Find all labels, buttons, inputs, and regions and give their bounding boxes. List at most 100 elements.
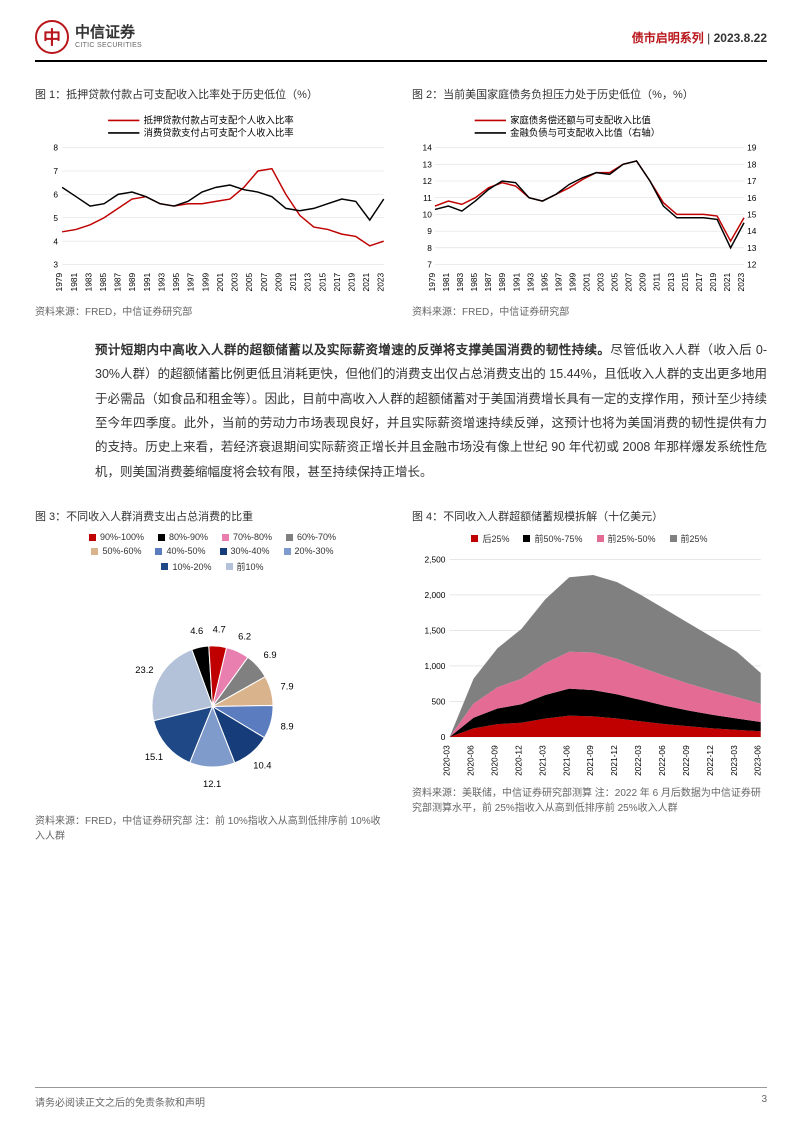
header-date: 2023.8.22 (714, 31, 767, 45)
svg-text:2005: 2005 (244, 273, 254, 292)
svg-text:1987: 1987 (113, 273, 123, 292)
header-right: 债市启明系列 | 2023.8.22 (632, 29, 767, 46)
svg-text:12: 12 (747, 260, 757, 270)
svg-text:2011: 2011 (652, 273, 662, 291)
svg-text:2020-06: 2020-06 (466, 745, 476, 776)
chart2-title: 图 2：当前美国家庭债务负担压力处于历史低位（%，%） (412, 86, 767, 102)
svg-text:1979: 1979 (54, 273, 64, 292)
svg-text:4.7: 4.7 (213, 624, 226, 635)
svg-text:6.2: 6.2 (238, 631, 251, 642)
chart1-canvas: 抵押贷款付款占可支配个人收入比率消费贷款支付占可支配个人收入比率34567819… (35, 110, 390, 298)
svg-text:23.2: 23.2 (135, 664, 153, 675)
svg-text:2022-12: 2022-12 (705, 745, 715, 776)
svg-text:1997: 1997 (186, 273, 196, 292)
svg-text:11: 11 (423, 193, 432, 203)
svg-text:18: 18 (747, 159, 757, 169)
svg-text:2007: 2007 (259, 273, 269, 292)
body-plain: 尽管低收入人群（收入后 0-30%人群）的超额储蓄比例更低且消耗更快，但他们的消… (95, 343, 767, 479)
svg-text:4: 4 (53, 236, 58, 246)
svg-text:2001: 2001 (215, 273, 225, 292)
page: 中 中信证券 CITIC SECURITIES 债市启明系列 | 2023.8.… (0, 0, 802, 1133)
svg-text:9: 9 (427, 226, 432, 236)
svg-text:1979: 1979 (427, 273, 437, 292)
chart1-source: 资料来源：FRED，中信证券研究部 (35, 305, 390, 320)
chart4-canvas: 05001,0001,5002,0002,5002020-032020-0620… (412, 549, 767, 779)
logo-mark-icon: 中 (35, 20, 69, 54)
svg-text:2009: 2009 (273, 273, 283, 292)
svg-text:金融负债与可支配收入比值（右轴）: 金融负债与可支配收入比值（右轴） (510, 127, 660, 138)
svg-text:2017: 2017 (332, 273, 342, 292)
svg-text:12.1: 12.1 (203, 778, 221, 789)
svg-text:6.9: 6.9 (264, 649, 277, 660)
svg-text:2003: 2003 (596, 273, 606, 292)
svg-text:3: 3 (53, 260, 58, 270)
chart2-source: 资料来源：FRED，中信证券研究部 (412, 305, 767, 320)
chart4-source: 资料来源：美联储，中信证券研究部测算 注：2022 年 6 月后数据为中信证券研… (412, 786, 767, 816)
svg-text:1981: 1981 (441, 273, 451, 292)
svg-text:2023-06: 2023-06 (753, 745, 763, 776)
svg-text:12: 12 (423, 176, 433, 186)
svg-text:2001: 2001 (582, 273, 592, 292)
svg-text:2009: 2009 (638, 273, 648, 292)
svg-text:1991: 1991 (511, 273, 521, 292)
svg-text:1993: 1993 (525, 273, 535, 292)
svg-text:6: 6 (53, 189, 58, 199)
footer: 请务必阅读正文之后的免责条款和声明 3 (35, 1087, 767, 1109)
svg-text:抵押贷款付款占可支配个人收入比率: 抵押贷款付款占可支配个人收入比率 (144, 115, 294, 126)
svg-text:2021-12: 2021-12 (609, 745, 619, 776)
svg-text:消费贷款支付占可支配个人收入比率: 消费贷款支付占可支配个人收入比率 (144, 127, 294, 138)
chart1-title: 图 1：抵押贷款付款占可支配收入比率处于历史低位（%） (35, 86, 390, 102)
svg-text:500: 500 (431, 697, 445, 707)
svg-text:家庭债务偿还额与可支配收入比值: 家庭债务偿还额与可支配收入比值 (510, 115, 651, 126)
svg-text:2013: 2013 (666, 273, 676, 292)
svg-text:2017: 2017 (694, 273, 704, 292)
chart2-canvas: 家庭债务偿还额与可支配收入比值金融负债与可支配收入比值（右轴）789101112… (412, 110, 767, 298)
svg-text:10: 10 (423, 210, 433, 220)
chart3-legend: 90%-100%80%-90%70%-80%60%-70%50%-60%40%-… (35, 532, 390, 573)
svg-text:2021: 2021 (722, 273, 732, 292)
chart1-box: 图 1：抵押贷款付款占可支配收入比率处于历史低位（%） 抵押贷款付款占可支配个人… (35, 86, 390, 320)
svg-text:1985: 1985 (469, 273, 479, 292)
header: 中 中信证券 CITIC SECURITIES 债市启明系列 | 2023.8.… (35, 20, 767, 62)
svg-text:19: 19 (747, 143, 757, 153)
svg-text:1,500: 1,500 (425, 626, 446, 636)
svg-text:5: 5 (53, 213, 58, 223)
svg-text:2023: 2023 (736, 273, 746, 292)
svg-text:1983: 1983 (83, 273, 93, 292)
svg-text:15: 15 (747, 210, 757, 220)
svg-text:1989: 1989 (497, 273, 507, 292)
svg-text:2003: 2003 (230, 273, 240, 292)
svg-text:2021: 2021 (361, 273, 371, 292)
chart3-source: 资料来源：FRED，中信证券研究部 注：前 10%指收入从高到低排序前 10%收… (35, 814, 390, 844)
svg-text:2,000: 2,000 (425, 590, 446, 600)
svg-text:1987: 1987 (483, 273, 493, 292)
svg-text:2005: 2005 (610, 273, 620, 292)
svg-text:1999: 1999 (567, 273, 577, 292)
svg-text:2019: 2019 (708, 273, 718, 292)
svg-text:8: 8 (53, 143, 58, 153)
svg-text:17: 17 (747, 176, 757, 186)
svg-text:2022-03: 2022-03 (633, 745, 643, 776)
svg-text:1997: 1997 (553, 273, 563, 292)
svg-text:16: 16 (747, 193, 757, 203)
chart3-title: 图 3：不同收入人群消费支出占总消费的比重 (35, 508, 390, 524)
logo: 中 中信证券 CITIC SECURITIES (35, 20, 142, 54)
svg-text:7: 7 (427, 260, 432, 270)
svg-text:2015: 2015 (680, 273, 690, 292)
chart4-box: 图 4：不同收入人群超额储蓄规模拆解（十亿美元） 后25%前50%-75%前25… (412, 508, 767, 844)
svg-text:1993: 1993 (156, 273, 166, 292)
chart-row-2: 图 3：不同收入人群消费支出占总消费的比重 90%-100%80%-90%70%… (35, 508, 767, 844)
svg-text:2023: 2023 (376, 273, 386, 292)
svg-text:10.4: 10.4 (253, 760, 271, 771)
svg-text:2,500: 2,500 (425, 555, 446, 565)
svg-text:2021-06: 2021-06 (561, 745, 571, 776)
svg-text:2015: 2015 (317, 273, 327, 292)
svg-text:2021-03: 2021-03 (537, 745, 547, 776)
svg-text:1983: 1983 (455, 273, 465, 292)
svg-text:13: 13 (423, 159, 433, 169)
svg-text:2013: 2013 (303, 273, 313, 292)
chart2-box: 图 2：当前美国家庭债务负担压力处于历史低位（%，%） 家庭债务偿还额与可支配收… (412, 86, 767, 320)
chart3-canvas: 4.64.76.26.97.98.910.412.115.123.2 (35, 577, 390, 807)
svg-text:2020-12: 2020-12 (513, 745, 523, 776)
svg-text:13: 13 (747, 243, 757, 253)
